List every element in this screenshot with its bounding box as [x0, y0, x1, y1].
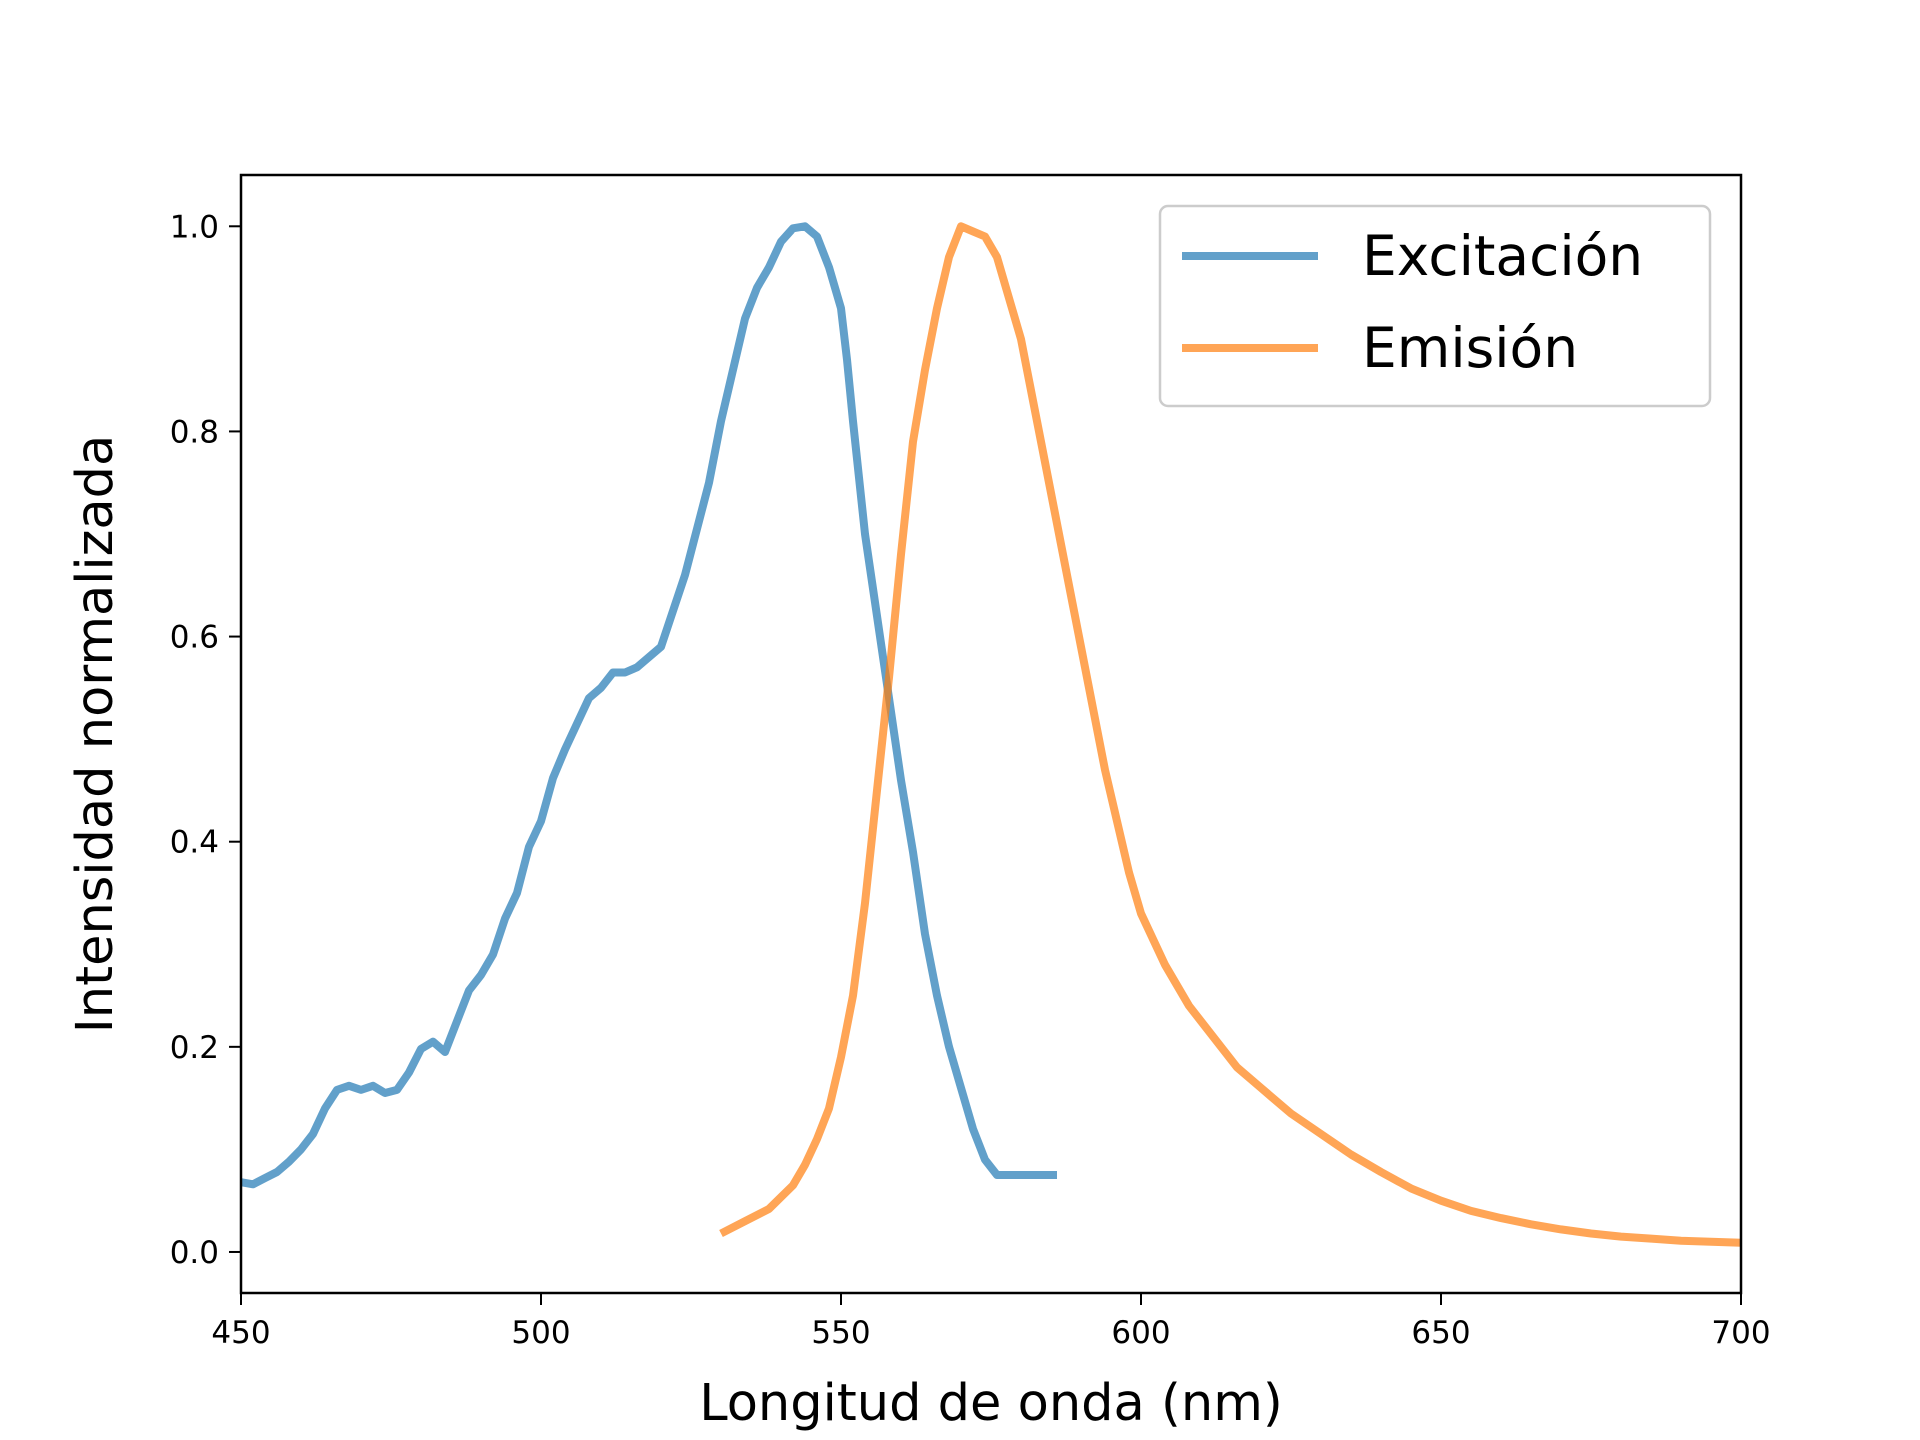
x-axis-label: Longitud de onda (nm) [699, 1374, 1283, 1433]
legend: Excitación Emisión [1158, 204, 1712, 408]
legend-label-emision: Emisión [1362, 316, 1578, 380]
y-tick-label: 1.0 [170, 209, 219, 245]
x-tick-label: 450 [211, 1315, 270, 1351]
x-axis-ticks: 450 500 550 600 650 700 [211, 1293, 1771, 1351]
y-tick-label: 0.4 [170, 825, 219, 861]
series-line-excitacion [240, 222, 1057, 1189]
series-line-emision [719, 222, 1742, 1247]
plot-frame [239, 173, 1743, 1295]
y-tick-label: 0.6 [170, 620, 219, 656]
y-tick-label: 0.8 [170, 414, 219, 450]
y-axis-ticks: 0.0 0.2 0.4 0.6 0.8 1.0 [170, 209, 241, 1271]
y-tick-label: 0.0 [170, 1235, 219, 1271]
series-layer [240, 222, 1742, 1247]
y-axis-label: Intensidad normalizada [66, 435, 125, 1034]
x-tick-label: 550 [811, 1315, 870, 1351]
y-tick-label: 0.2 [170, 1030, 219, 1066]
x-tick-label: 650 [1411, 1315, 1470, 1351]
legend-label-excitacion: Excitación [1362, 224, 1643, 288]
x-tick-label: 700 [1711, 1315, 1770, 1351]
x-tick-label: 600 [1111, 1315, 1170, 1351]
x-tick-label: 500 [511, 1315, 570, 1351]
